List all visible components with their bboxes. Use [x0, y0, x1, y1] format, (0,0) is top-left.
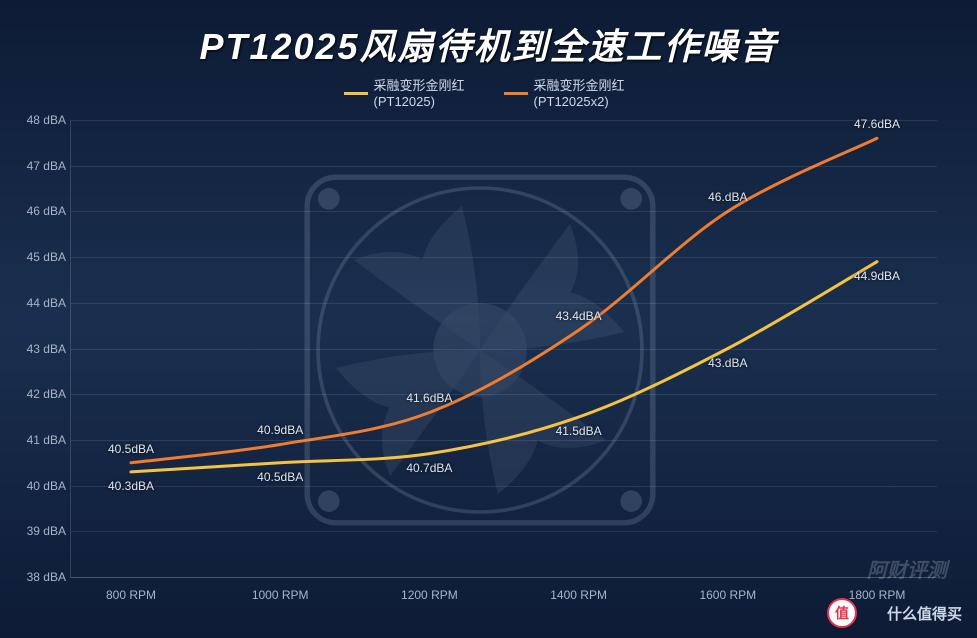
- legend: 采融变形金刚红(PT12025) 采融变形金刚红(PT12025x2): [0, 78, 977, 109]
- x-axis-label: 1000 RPM: [252, 588, 309, 602]
- watermark-text: 什么值得买: [887, 603, 962, 624]
- data-point-label: 47.6dBA: [854, 117, 900, 131]
- data-point-label: 44.9dBA: [854, 269, 900, 283]
- y-axis-label: 48 dBA: [16, 113, 66, 127]
- y-axis-label: 43 dBA: [16, 342, 66, 356]
- data-point-label: 40.7dBA: [406, 461, 452, 475]
- watermark-faint: 阿财评测: [867, 554, 947, 583]
- y-axis-label: 45 dBA: [16, 250, 66, 264]
- gridline: [71, 303, 937, 304]
- x-axis-label: 1600 RPM: [699, 588, 756, 602]
- y-axis-label: 42 dBA: [16, 387, 66, 401]
- legend-swatch-2: [504, 92, 528, 95]
- gridline: [71, 257, 937, 258]
- gridline: [71, 211, 937, 212]
- gridline: [71, 349, 937, 350]
- gridline: [71, 440, 937, 441]
- legend-swatch-1: [344, 92, 368, 95]
- x-axis-label: 1200 RPM: [401, 588, 458, 602]
- data-point-label: 46.dBA: [708, 190, 747, 204]
- y-axis-label: 38 dBA: [16, 570, 66, 584]
- data-point-label: 40.5dBA: [108, 442, 154, 456]
- chart-area: 38 dBA 39 dBA 40 dBA 41 dBA 42 dBA 43 dBA 44 d…: [10, 120, 967, 618]
- x-axis-label: 800 RPM: [106, 588, 156, 602]
- x-axis-label: 1800 RPM: [849, 588, 906, 602]
- data-point-label: 41.6dBA: [406, 391, 452, 405]
- gridline: [71, 531, 937, 532]
- y-axis-label: 39 dBA: [16, 524, 66, 538]
- legend-item-series2: 采融变形金刚红(PT12025x2): [504, 78, 634, 109]
- data-point-label: 43.4dBA: [556, 309, 602, 323]
- gridline: [71, 120, 937, 121]
- gridline: [71, 166, 937, 167]
- legend-label-2: 采融变形金刚红(PT12025x2): [534, 78, 634, 109]
- data-point-label: 43.dBA: [708, 356, 747, 370]
- gridline: [71, 394, 937, 395]
- y-axis-label: 40 dBA: [16, 479, 66, 493]
- data-point-label: 40.3dBA: [108, 479, 154, 493]
- plot-area: 38 dBA39 dBA40 dBA41 dBA42 dBA43 dBA44 d…: [70, 120, 937, 578]
- series-line: [131, 138, 877, 462]
- data-point-label: 41.5dBA: [556, 424, 602, 438]
- x-axis-label: 1400 RPM: [550, 588, 607, 602]
- data-point-label: 40.9dBA: [257, 423, 303, 437]
- legend-item-series1: 采融变形金刚红(PT12025): [344, 78, 474, 109]
- watermark-badge-icon: 值: [827, 598, 857, 628]
- y-axis-label: 46 dBA: [16, 204, 66, 218]
- chart-title: PT12025风扇待机到全速工作噪音: [0, 0, 977, 70]
- data-point-label: 40.5dBA: [257, 470, 303, 484]
- legend-label-1: 采融变形金刚红(PT12025): [374, 78, 474, 109]
- gridline: [71, 577, 937, 578]
- gridline: [71, 486, 937, 487]
- y-axis-label: 41 dBA: [16, 433, 66, 447]
- y-axis-label: 47 dBA: [16, 159, 66, 173]
- y-axis-label: 44 dBA: [16, 296, 66, 310]
